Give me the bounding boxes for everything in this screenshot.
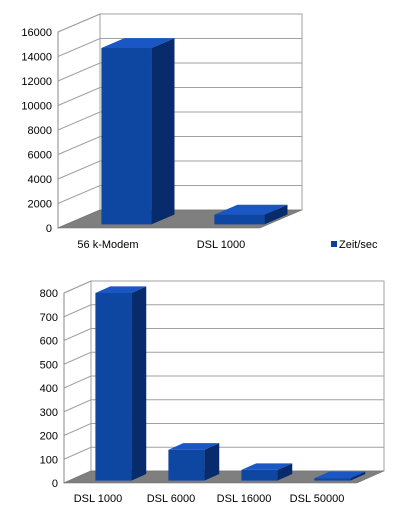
bar-top (241, 463, 293, 470)
gridline (57, 136, 302, 155)
bar (314, 471, 366, 481)
y-tick-label: 700 (40, 312, 58, 324)
bar-side (131, 286, 147, 481)
y-tick-label: 16000 (21, 27, 52, 39)
y-tick-label: 8000 (28, 125, 52, 137)
gridline (63, 351, 384, 365)
bar (168, 443, 220, 481)
bar-top (168, 443, 220, 450)
gridline (63, 304, 384, 318)
gridline (63, 446, 384, 460)
x-tick-label: 56 k-Modem (77, 239, 138, 251)
legend-label: Zeit/sec (339, 239, 378, 251)
bar-front (101, 48, 152, 225)
bar-front (168, 449, 205, 481)
gridline (63, 328, 384, 341)
bar-top (101, 38, 175, 48)
x-tick-label: DSL 6000 (147, 493, 196, 505)
gridline (57, 62, 302, 82)
bar-front (241, 469, 278, 481)
x-tick-label: DSL 16000 (217, 493, 272, 505)
y-tick-label: 500 (40, 359, 58, 371)
x-tick-label: DSL 1000 (197, 239, 246, 251)
y-tick-label: 300 (40, 407, 58, 419)
y-tick-label: 100 (40, 454, 58, 466)
chart-top: 0 2000 4000 6000 8000 10000 12000 14000 16000 56 … (21, 13, 303, 251)
y-tick-label: 14000 (21, 52, 52, 64)
y-tick-label: 600 (40, 336, 58, 348)
y-tick-label: 0 (52, 478, 58, 490)
gridline (63, 375, 384, 389)
legend: Zeit/sec (331, 239, 378, 251)
bar-front (314, 478, 351, 481)
bar-side (151, 38, 175, 225)
y-tick-label: 12000 (21, 76, 52, 88)
bar (214, 204, 288, 225)
y-tick-label: 400 (40, 383, 58, 395)
bar (241, 463, 293, 481)
bar-side (277, 463, 293, 481)
gridline (63, 280, 384, 294)
y-tick-label: 6000 (28, 150, 52, 162)
gridline (57, 185, 302, 204)
bar-top (95, 286, 147, 293)
chart-bottom: 0 100 200 300 400 500 600 700 800 DSL 1000 DSL 600… (40, 280, 385, 505)
y-tick-label: 0 (46, 223, 52, 235)
gridline (57, 111, 302, 131)
y-tick-label: 800 (40, 288, 58, 300)
y-tick-label: 200 (40, 431, 58, 443)
bar (101, 38, 175, 225)
gridline (57, 87, 302, 106)
y-tick-label: 10000 (21, 101, 52, 113)
legend-swatch (331, 241, 337, 247)
x-tick-label: DSL 1000 (74, 493, 123, 505)
gridline (57, 38, 302, 57)
gridline (63, 423, 384, 436)
gridline (57, 13, 302, 33)
bar-front (214, 214, 265, 225)
bar-front (95, 292, 132, 481)
gridline (63, 399, 384, 413)
bar-top (314, 471, 366, 479)
bar-side (204, 443, 220, 481)
gridline (57, 160, 302, 180)
y-tick-label: 4000 (28, 174, 52, 186)
y-tick-label: 2000 (28, 199, 52, 211)
bar-side (350, 471, 366, 481)
bar-top (214, 204, 288, 215)
bar-side (264, 204, 288, 225)
bar (95, 286, 147, 481)
x-tick-label: DSL 50000 (290, 493, 345, 505)
